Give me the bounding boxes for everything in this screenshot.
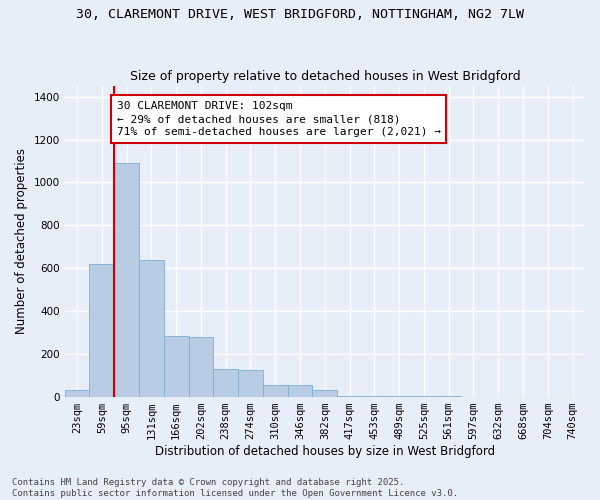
Y-axis label: Number of detached properties: Number of detached properties [15,148,28,334]
X-axis label: Distribution of detached houses by size in West Bridgford: Distribution of detached houses by size … [155,444,495,458]
Title: Size of property relative to detached houses in West Bridgford: Size of property relative to detached ho… [130,70,520,84]
Bar [139,260,164,396]
Bar [287,385,313,396]
Bar [65,390,89,396]
Bar [114,163,139,396]
Bar [313,390,337,396]
Text: 30 CLAREMONT DRIVE: 102sqm
← 29% of detached houses are smaller (818)
71% of sem: 30 CLAREMONT DRIVE: 102sqm ← 29% of deta… [117,101,441,138]
Text: 30, CLAREMONT DRIVE, WEST BRIDGFORD, NOTTINGHAM, NG2 7LW: 30, CLAREMONT DRIVE, WEST BRIDGFORD, NOT… [76,8,524,20]
Bar [188,336,214,396]
Bar [238,370,263,396]
Bar [89,264,114,396]
Bar [164,336,188,396]
Text: Contains HM Land Registry data © Crown copyright and database right 2025.
Contai: Contains HM Land Registry data © Crown c… [12,478,458,498]
Bar [263,385,287,396]
Bar [214,368,238,396]
